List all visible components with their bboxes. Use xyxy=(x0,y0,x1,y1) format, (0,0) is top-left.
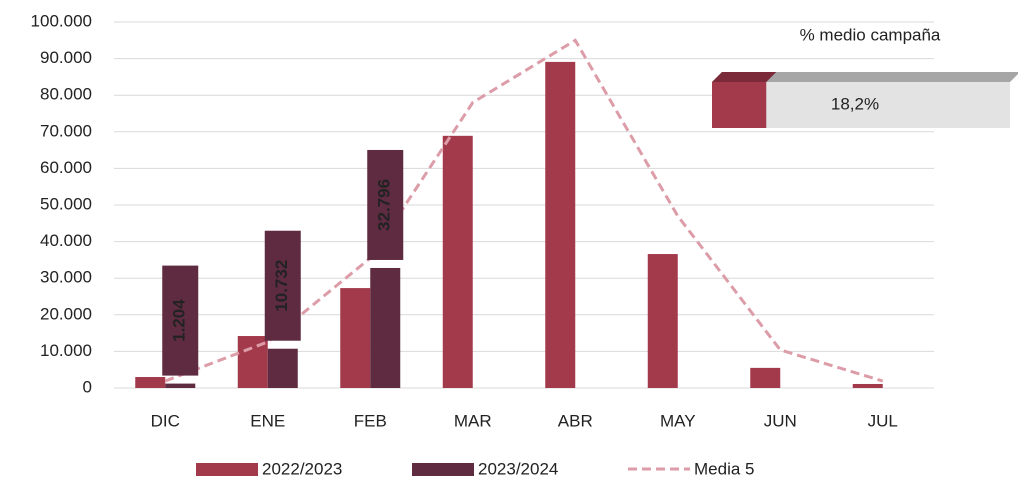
y-tick-label: 50.000 xyxy=(40,194,92,213)
y-tick-label: 90.000 xyxy=(40,48,92,67)
x-tick-label: DIC xyxy=(151,411,180,430)
data-label: 32.796 xyxy=(375,179,394,231)
inset-fill xyxy=(712,82,767,128)
bar xyxy=(267,348,298,388)
legend-label: Media 5 xyxy=(694,459,754,478)
inset-value: 18,2% xyxy=(831,94,879,113)
x-tick-label: FEB xyxy=(354,411,387,430)
inset-top xyxy=(712,72,1018,82)
data-label: 1.204 xyxy=(170,299,189,342)
inset-fill-top xyxy=(712,72,777,82)
x-tick-label: MAR xyxy=(454,411,492,430)
y-tick-label: 100.000 xyxy=(31,11,92,30)
data-label-box xyxy=(264,230,301,341)
y-tick-label: 20.000 xyxy=(40,304,92,323)
y-tick-label: 40.000 xyxy=(40,231,92,250)
y-tick-label: 70.000 xyxy=(40,121,92,140)
bar xyxy=(750,367,781,388)
y-tick-label: 60.000 xyxy=(40,158,92,177)
y-tick-label: 0 xyxy=(83,377,92,396)
x-tick-label: MAY xyxy=(660,411,696,430)
x-tick-label: ABR xyxy=(558,411,593,430)
bar xyxy=(370,267,401,388)
y-tick-label: 30.000 xyxy=(40,268,92,287)
bar xyxy=(165,383,196,388)
y-tick-label: 10.000 xyxy=(40,341,92,360)
legend-swatch xyxy=(412,463,474,476)
y-tick-label: 80.000 xyxy=(40,85,92,104)
bar xyxy=(852,383,883,388)
x-tick-label: JUN xyxy=(764,411,797,430)
bar xyxy=(135,377,166,388)
data-label: 10.732 xyxy=(272,260,291,312)
x-tick-label: ENE xyxy=(250,411,285,430)
x-tick-label: JUL xyxy=(868,411,898,430)
legend-swatch xyxy=(196,463,258,476)
legend-label: 2022/2023 xyxy=(262,459,342,478)
bar xyxy=(545,61,576,388)
bar xyxy=(340,288,371,388)
inset-title: % medio campaña xyxy=(800,25,941,44)
legend-label: 2023/2024 xyxy=(478,459,558,478)
data-label-box xyxy=(367,149,404,260)
bar xyxy=(647,254,678,388)
data-label-box xyxy=(162,265,199,376)
bar xyxy=(442,135,473,388)
